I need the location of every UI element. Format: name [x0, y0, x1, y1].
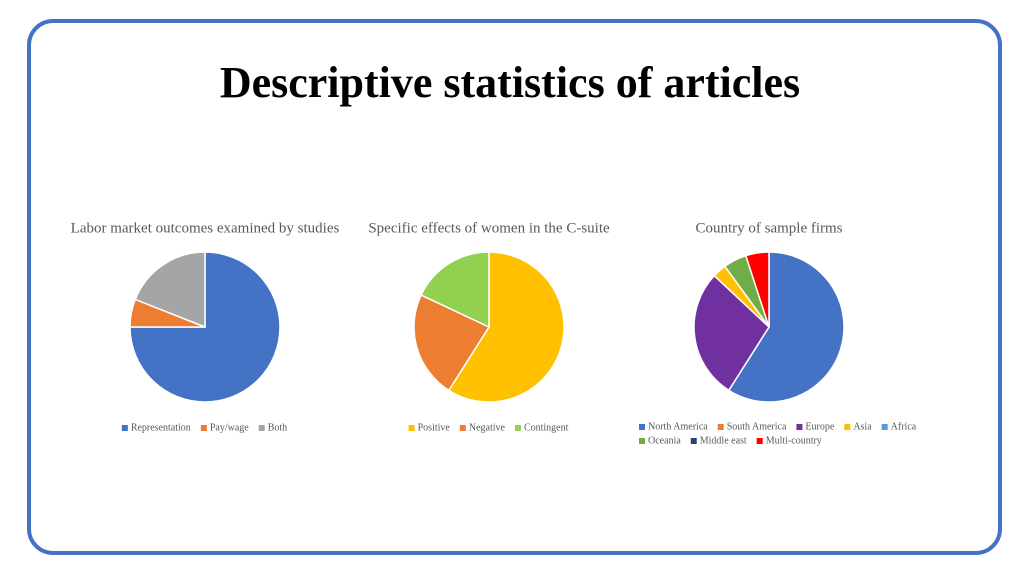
chart-title: Specific effects of women in the C-suite	[368, 220, 610, 236]
legend-label: Pay/wage	[210, 422, 249, 433]
pie-slice	[420, 251, 490, 329]
legend-label: Contingent	[524, 422, 569, 433]
pie-slice	[447, 251, 565, 403]
legend-swatch	[717, 424, 724, 430]
legend-label: Africa	[891, 421, 917, 432]
legend-label: Multi-country	[766, 435, 822, 446]
legend-swatch	[514, 425, 521, 431]
legend-label: North America	[648, 421, 708, 432]
slide-title: Descriptive statistics of articles	[220, 58, 800, 107]
pie-slice	[693, 274, 770, 392]
legend-swatch	[756, 438, 763, 444]
legend-label: Positive	[418, 422, 451, 433]
legend-swatch	[796, 424, 803, 430]
legend-label: Negative	[469, 422, 506, 433]
legend-swatch	[200, 425, 207, 431]
legend-swatch	[844, 424, 851, 430]
legend-label: Middle east	[700, 435, 747, 446]
legend-swatch	[459, 425, 466, 431]
legend-label: Both	[268, 422, 287, 433]
legend-swatch	[881, 424, 888, 430]
legend-label: Asia	[853, 421, 872, 432]
legend-label: Representation	[131, 422, 191, 433]
pie-slice	[744, 251, 770, 328]
legend-label: Oceania	[648, 435, 681, 446]
legend-swatch	[408, 425, 415, 431]
pie-slice	[727, 251, 845, 403]
pie-slice	[134, 251, 206, 329]
legend-swatch	[639, 438, 645, 444]
legend-label: Europe	[805, 421, 834, 432]
chart-title: Country of sample firms	[695, 220, 842, 236]
legend-label: South America	[727, 421, 787, 432]
pie-slice	[129, 251, 281, 403]
chart-title: Labor market outcomes examined by studie…	[71, 220, 340, 236]
legend-swatch	[690, 438, 697, 444]
legend-swatch	[258, 425, 265, 431]
legend-swatch	[121, 425, 128, 431]
legend-swatch	[639, 424, 645, 430]
